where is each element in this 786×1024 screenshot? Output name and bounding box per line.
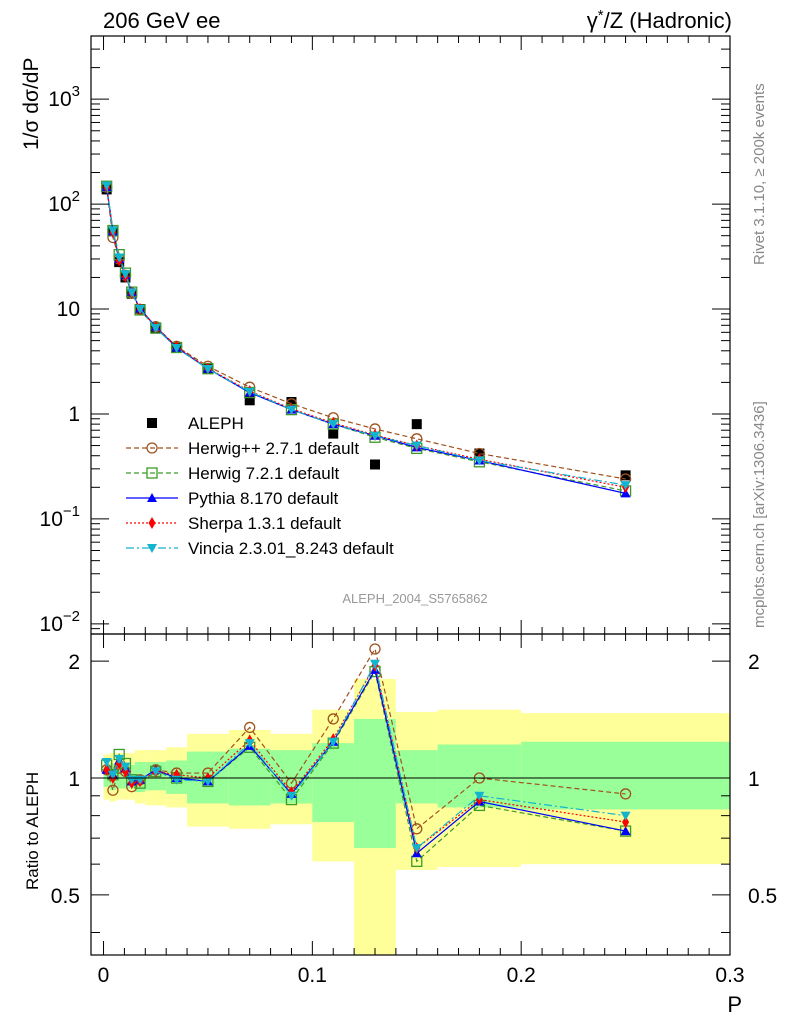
- chart-title: 206 GeV ee: [103, 8, 220, 33]
- ratio-point-vincia-2-3-01-8-243-default: [101, 757, 112, 767]
- data-point-vincia-2-3-01-8-243-default: [101, 181, 112, 191]
- data-point-vincia-2-3-01-8-243-default: [150, 323, 161, 333]
- data-point-aleph: [244, 395, 255, 406]
- x-tick-label: 0.2: [507, 964, 536, 987]
- x-tick-label: 0.3: [715, 964, 744, 987]
- legend-marker-herwig-2-7-1-default: [146, 442, 158, 454]
- ratio-y-tick-label-right: 0.5: [748, 885, 777, 908]
- ratio-point-herwig-2-7-1-default: [369, 643, 381, 655]
- ratio-point-vincia-2-3-01-8-243-default: [107, 770, 118, 780]
- ratio-point-herwig-2-7-1-default: [244, 721, 256, 734]
- data-point-vincia-2-3-01-8-243-default: [286, 405, 297, 415]
- data-point-aleph: [370, 459, 380, 470]
- ratio-point-sherpa-1-3-1-default: [622, 816, 630, 829]
- series-line-vincia-2-3-01-8-243-default: [106, 185, 626, 486]
- data-point-aleph: [328, 428, 339, 439]
- legend-marker-aleph: [147, 418, 157, 428]
- ratio-point-herwig-2-7-1-default: [107, 784, 119, 796]
- legend: ALEPH Herwig++ 2.7.1 default Herwig 7.2.1 …: [126, 414, 394, 558]
- ratio-point-vincia-2-3-01-8-243-default: [114, 754, 125, 764]
- y-tick-label: 10−2: [40, 608, 80, 636]
- y-tick-label: 10−1: [40, 503, 80, 531]
- data-point-vincia-2-3-01-8-243-default: [120, 270, 131, 280]
- legend-label-sherpa-1-3-1-default: Sherpa 1.3.1 default: [188, 514, 341, 533]
- ratio-point-herwig-2-7-1-default: [619, 788, 632, 800]
- main-plot: [101, 180, 632, 498]
- ratio-band-inner: [103, 766, 110, 787]
- data-point-vincia-2-3-01-8-243-default: [411, 441, 422, 451]
- series-line-pythia-8-170-default: [106, 187, 626, 494]
- data-point-vincia-2-3-01-8-243-default: [107, 226, 118, 236]
- data-point-vincia-2-3-01-8-243-default: [114, 253, 125, 263]
- data-point-vincia-2-3-01-8-243-default: [620, 481, 631, 491]
- ratio-line-herwig-7-2-1-default: [106, 669, 626, 863]
- data-point-vincia-2-3-01-8-243-default: [328, 420, 339, 430]
- ratio-point-vincia-2-3-01-8-243-default: [620, 811, 631, 821]
- legend-label-pythia-8-170-default: Pythia 8.170 default: [188, 489, 339, 508]
- data-point-vincia-2-3-01-8-243-default: [244, 387, 255, 397]
- ratio-y-tick-label-right: 1: [748, 768, 760, 791]
- legend-label-herwig-2-7-1-default: Herwig++ 2.7.1 default: [188, 439, 359, 458]
- ratio-y-tick-label-left: 2: [68, 651, 80, 674]
- ratio-plot: [91, 643, 730, 868]
- ratio-frame: [90, 633, 731, 956]
- rivet-version-label: Rivet 3.1.10, ≥ 200k events: [751, 83, 768, 265]
- data-point-aleph: [411, 419, 422, 430]
- ratio-point-vincia-2-3-01-8-243-default: [244, 739, 255, 749]
- ratio-point-vincia-2-3-01-8-243-default: [150, 767, 161, 777]
- x-axis-label: P: [727, 992, 742, 1017]
- legend-marker-herwig-7-2-1-default: [146, 467, 158, 479]
- data-point-vincia-2-3-01-8-243-default: [202, 365, 213, 375]
- y-tick-label: 102: [48, 188, 80, 216]
- ratio-point-herwig-2-7-1-default: [327, 713, 339, 725]
- x-tick-label: 0.1: [298, 964, 327, 987]
- legend-marker-vincia-2-3-01-8-243-default: [147, 544, 157, 553]
- main-frame: [90, 35, 731, 635]
- legend-label-aleph: ALEPH: [188, 414, 244, 433]
- ratio-point-vincia-2-3-01-8-243-default: [120, 762, 131, 772]
- ratio-y-tick-label-right: 2: [748, 651, 760, 674]
- ratio-y-tick-label-left: 1: [68, 768, 80, 791]
- series-line-herwig-2-7-1-default: [106, 187, 626, 480]
- legend-label-vincia-2-3-01-8-243-default: Vincia 2.3.01_8.243 default: [188, 539, 394, 558]
- ratio-band-inner: [354, 718, 396, 849]
- legend-marker-sherpa-1-3-1-default: [148, 517, 156, 529]
- data-point-vincia-2-3-01-8-243-default: [126, 288, 137, 298]
- ratio-point-vincia-2-3-01-8-243-default: [474, 791, 485, 801]
- y-tick-label: 1: [68, 403, 80, 426]
- data-point-vincia-2-3-01-8-243-default: [474, 456, 485, 466]
- legend-label-herwig-7-2-1-default: Herwig 7.2.1 default: [188, 464, 339, 483]
- series-line-herwig-7-2-1-default: [106, 186, 626, 492]
- ratio-y-axis-label: Ratio to ALEPH: [23, 772, 42, 890]
- ratio-point-vincia-2-3-01-8-243-default: [411, 844, 422, 854]
- ratio-band-inner: [521, 741, 730, 810]
- ratio-band-inner: [312, 743, 355, 823]
- y-axis-label: 1/σ dσ/dP: [20, 58, 43, 150]
- ratio-point-pythia-8-170-default: [620, 826, 631, 836]
- data-point-vincia-2-3-01-8-243-default: [370, 431, 380, 441]
- ratio-point-vincia-2-3-01-8-243-default: [370, 659, 380, 669]
- ratio-point-vincia-2-3-01-8-243-default: [286, 791, 297, 801]
- mcplots-label: mcplots.cern.ch [arXiv:1306.3436]: [751, 401, 768, 628]
- data-point-vincia-2-3-01-8-243-default: [171, 344, 182, 354]
- analysis-watermark: ALEPH_2004_S5765862: [342, 591, 487, 606]
- x-tick-label: 0: [98, 964, 110, 987]
- y-tick-label: 10: [57, 298, 80, 321]
- y-tick-label: 103: [48, 83, 80, 111]
- data-point-aleph: [286, 397, 297, 408]
- ratio-point-vincia-2-3-01-8-243-default: [202, 777, 213, 787]
- data-point-aleph: [620, 470, 631, 481]
- data-point-vincia-2-3-01-8-243-default: [135, 305, 146, 315]
- series-line-sherpa-1-3-1-default: [106, 187, 626, 488]
- ratio-y-tick-label-left: 0.5: [51, 885, 80, 908]
- ratio-point-vincia-2-3-01-8-243-default: [328, 737, 339, 747]
- ratio-line-sherpa-1-3-1-default: [106, 663, 626, 850]
- process-label: γ*/Z (Hadronic): [587, 7, 732, 33]
- ratio-band-inner: [395, 750, 438, 804]
- ratio-line-herwig-2-7-1-default: [106, 647, 626, 830]
- ratio-band-inner: [116, 765, 123, 789]
- legend-marker-pythia-8-170-default: [147, 493, 157, 502]
